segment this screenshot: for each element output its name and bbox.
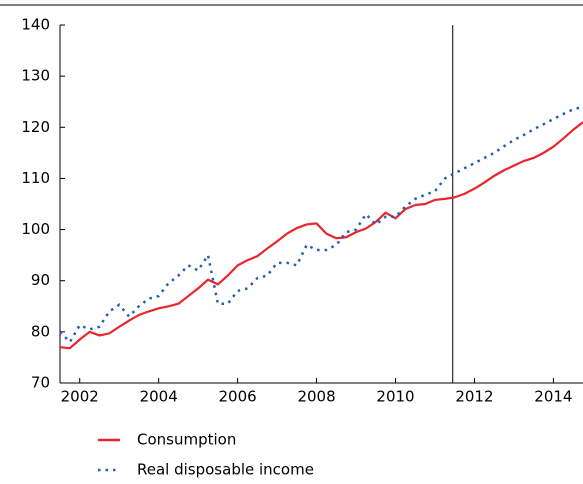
y-tick-label: 140	[21, 16, 50, 34]
y-tick-label: 130	[21, 67, 50, 85]
x-tick-label: 2010	[376, 388, 414, 406]
y-tick-label: 120	[21, 118, 50, 136]
legend-label: Real disposable income	[137, 461, 314, 479]
series-line	[59, 121, 583, 350]
x-tick-label: 2014	[534, 388, 572, 406]
legend-label: Consumption	[137, 431, 236, 449]
y-tick-label: 70	[31, 374, 50, 392]
x-tick-label: 2006	[219, 388, 257, 406]
x-tick-label: 2008	[297, 388, 335, 406]
x-tick-label: 2012	[455, 388, 493, 406]
x-tick-label: 2004	[140, 388, 178, 406]
y-tick-label: 110	[21, 169, 50, 187]
series-line	[59, 105, 583, 345]
y-tick-label: 100	[21, 220, 50, 238]
y-tick-label: 90	[31, 271, 50, 289]
x-tick-label: 2002	[61, 388, 99, 406]
y-tick-label: 80	[31, 322, 50, 340]
